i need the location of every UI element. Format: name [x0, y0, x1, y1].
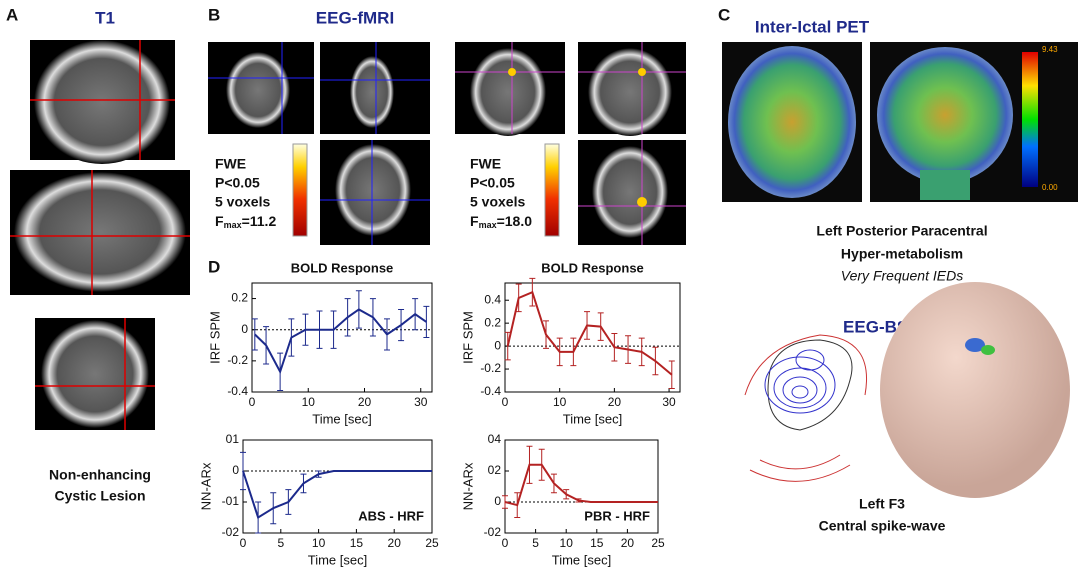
caption: Non-enhancing	[49, 467, 151, 483]
stat-part: =18.0	[497, 213, 533, 229]
y-tick-label: -0.2	[227, 353, 248, 367]
stat-text: P<0.05	[470, 175, 515, 191]
caption: Left Posterior Paracentral	[816, 223, 987, 239]
x-tick-label: 15	[590, 536, 604, 550]
y-tick-label: -0.4	[227, 384, 248, 398]
y-tick-label: 0	[494, 338, 501, 352]
line	[242, 470, 432, 520]
stat-part: max	[479, 220, 497, 230]
line	[506, 290, 673, 376]
x-tick-label: 10	[312, 536, 326, 550]
y-tick-label: -02	[222, 525, 240, 539]
y-tick-label: 0	[232, 463, 239, 477]
y-axis-label: NN-ARx	[198, 462, 213, 510]
x-tick-label: 5	[532, 536, 539, 550]
stat-text: Fmax=18.0	[470, 213, 532, 231]
y-tick-label: -0.4	[480, 384, 501, 398]
panel-label: A	[6, 5, 18, 24]
error-bar	[668, 360, 675, 390]
x-tick-label: 20	[388, 536, 402, 550]
panel-label: C	[718, 5, 730, 24]
x-axis-label: Time [sec]	[563, 411, 622, 426]
x-axis-label: Time [sec]	[552, 552, 611, 567]
panel-title: Inter-Ictal PET	[755, 17, 870, 36]
x-tick-label: 25	[425, 536, 439, 550]
caption: Hyper-metabolism	[841, 246, 963, 262]
plot-frame	[504, 439, 659, 534]
x-axis-label: Time [sec]	[312, 411, 371, 426]
y-tick-label: 04	[488, 432, 502, 446]
x-tick-label: 0	[502, 536, 509, 550]
y-tick-label: 0	[494, 494, 501, 508]
y-tick-label: 0.2	[231, 291, 248, 305]
x-tick-label: 10	[302, 395, 316, 409]
x-tick-label: 20	[608, 395, 622, 409]
eeg-map	[744, 282, 1070, 498]
stat-text: 5 voxels	[215, 194, 270, 210]
annotation: PBR - HRF	[584, 508, 650, 523]
panel-label: D	[208, 257, 220, 276]
y-tick-label: -01	[222, 494, 240, 508]
fmri-images	[208, 42, 686, 245]
y-axis-label: IRF SPM	[207, 311, 222, 364]
x-tick-label: 0	[502, 395, 509, 409]
line	[254, 308, 427, 375]
y-tick-label: 02	[488, 463, 502, 477]
caption: Central spike-wave	[819, 518, 946, 534]
error-bar	[504, 331, 511, 361]
y-tick-label: 0.2	[484, 315, 501, 329]
x-tick-label: 15	[350, 536, 364, 550]
chart-title: BOLD Response	[541, 260, 644, 275]
x-tick-label: 5	[277, 536, 284, 550]
annotation: ABS - HRF	[358, 508, 424, 523]
plot-frame	[242, 439, 433, 534]
panel-label: B	[208, 5, 220, 24]
note: Very Frequent IEDs	[841, 268, 963, 284]
x-tick-label: 25	[651, 536, 665, 550]
y-tick-label: -0.2	[480, 361, 501, 375]
line	[504, 463, 658, 507]
chart-title: BOLD Response	[291, 260, 394, 275]
x-tick-label: 30	[662, 395, 676, 409]
stat-text: FWE	[470, 156, 501, 172]
scale-label: 9.43	[1042, 45, 1058, 54]
x-tick-label: 30	[414, 395, 428, 409]
stat-part: max	[224, 220, 242, 230]
mri-images	[10, 40, 190, 430]
panel-title: T1	[95, 8, 115, 27]
stat-text: Fmax=11.2	[215, 213, 276, 231]
x-tick-label: 20	[621, 536, 635, 550]
plot-frame	[504, 282, 681, 393]
y-axis-label: IRF SPM	[460, 311, 475, 364]
panel-title: EEG-fMRI	[316, 8, 394, 27]
x-tick-label: 0	[249, 395, 256, 409]
y-tick-label: 0.4	[484, 292, 501, 306]
caption: Left F3	[859, 496, 905, 512]
stat-text: 5 voxels	[470, 194, 525, 210]
y-tick-label: 01	[226, 432, 240, 446]
stat-text: FWE	[215, 156, 246, 172]
y-axis-label: NN-ARx	[460, 462, 475, 510]
stat-part: =11.2	[242, 213, 277, 229]
plot-frame	[251, 282, 433, 393]
x-tick-label: 10	[553, 395, 567, 409]
scale-label: 0.00	[1042, 183, 1058, 192]
pet-images	[722, 42, 1078, 202]
x-tick-label: 10	[560, 536, 574, 550]
caption: Cystic Lesion	[54, 488, 145, 504]
x-tick-label: 0	[240, 536, 247, 550]
stat-part: F	[215, 213, 224, 229]
stat-text: P<0.05	[215, 175, 260, 191]
x-axis-label: Time [sec]	[308, 552, 367, 567]
x-tick-label: 20	[358, 395, 372, 409]
stat-part: F	[470, 213, 479, 229]
y-tick-label: -02	[484, 525, 502, 539]
y-tick-label: 0	[241, 322, 248, 336]
